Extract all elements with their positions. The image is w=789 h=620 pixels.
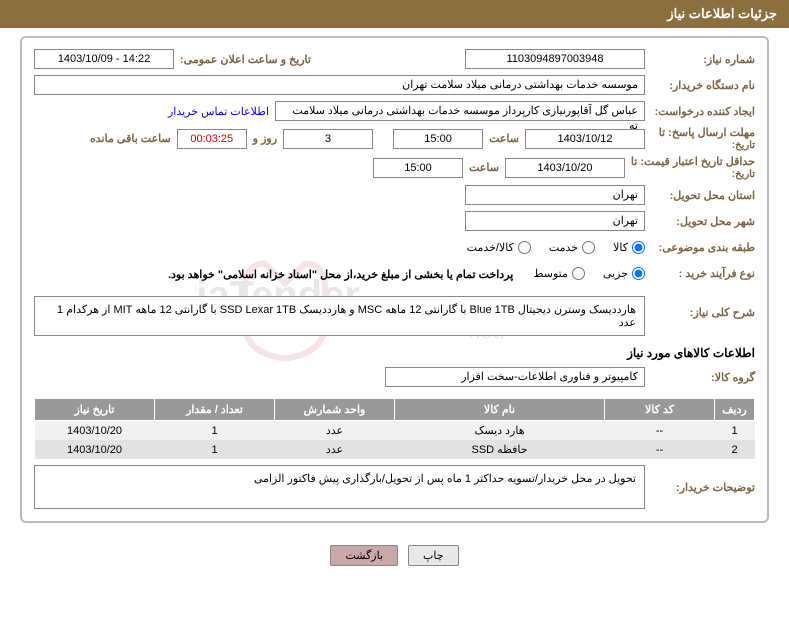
goods-section-title: اطلاعات کالاهای مورد نیاز <box>34 346 755 360</box>
col-qty: تعداد / مقدار <box>155 399 275 421</box>
price-validity-time: 15:00 <box>373 158 463 178</box>
announce-date-value: 14:22 - 1403/10/09 <box>34 49 174 69</box>
reply-days-remaining: 3 <box>283 129 373 149</box>
description-text: هارددیسک وسترن دیجیتال Blue 1TB با گاران… <box>34 296 645 336</box>
col-row: ردیف <box>715 399 755 421</box>
col-unit: واحد شمارش <box>275 399 395 421</box>
buyer-note-label: توضیحات خریدار: <box>645 465 755 509</box>
buyer-device-label: نام دستگاه خریدار: <box>645 79 755 92</box>
need-number-value: 1103094897003948 <box>465 49 645 69</box>
delivery-city-label: شهر محل تحویل: <box>645 215 755 228</box>
need-number-label: شماره نیاز: <box>645 53 755 66</box>
col-name: نام کالا <box>395 399 605 421</box>
buyer-device-value: موسسه خدمات بهداشتی درمانی میلاد سلامت ت… <box>34 75 645 95</box>
process-medium[interactable]: متوسط <box>533 267 585 280</box>
goods-group-label: گروه کالا: <box>645 371 755 384</box>
hours-remain-label: ساعت باقی مانده <box>84 132 177 145</box>
goods-group-value: کامپیوتر و فناوری اطلاعات-سخت افزار <box>385 367 645 387</box>
requester-label: ایجاد کننده درخواست: <box>645 105 755 118</box>
price-validity-label: حداقل تاریخ اعتبار قیمت: تا تاریخ: <box>625 155 755 180</box>
need-details-box: شماره نیاز: 1103094897003948 تاریخ و ساع… <box>20 36 769 523</box>
delivery-city-value: تهران <box>465 211 645 231</box>
page-header: جزئیات اطلاعات نیاز <box>0 0 789 28</box>
col-code: کد کالا <box>605 399 715 421</box>
price-validity-date: 1403/10/20 <box>505 158 625 178</box>
process-type-label: نوع فرآیند خرید : <box>645 267 755 280</box>
reply-time-label: ساعت <box>483 132 525 145</box>
delivery-province-label: استان محل تحویل: <box>645 189 755 202</box>
buyer-contact-link[interactable]: اطلاعات تماس خریدار <box>168 105 269 118</box>
goods-table: ردیف کد کالا نام کالا واحد شمارش تعداد /… <box>34 398 755 459</box>
reply-deadline-date: 1403/10/12 <box>525 129 645 149</box>
buyer-note-text: تحویل در محل خریدار/تسویه حداکثر 1 ماه پ… <box>34 465 645 509</box>
reply-countdown: 00:03:25 <box>177 129 247 149</box>
description-label: شرح کلی نیاز: <box>645 296 755 319</box>
col-date: تاریخ نیاز <box>35 399 155 421</box>
price-time-label: ساعت <box>463 161 505 174</box>
reply-deadline-label: مهلت ارسال پاسخ: تا تاریخ: <box>645 126 755 151</box>
reply-deadline-time: 15:00 <box>393 129 483 149</box>
table-row: 1 -- هارد دیسک عدد 1 1403/10/20 <box>35 421 755 441</box>
delivery-province-value: تهران <box>465 185 645 205</box>
back-button[interactable]: بازگشت <box>330 545 398 566</box>
payment-note: پرداخت تمام یا بخشی از مبلغ خرید،از محل … <box>168 266 513 281</box>
classification-goods[interactable]: کالا <box>613 241 645 254</box>
table-row: 2 -- حافظه SSD عدد 1 1403/10/20 <box>35 440 755 459</box>
classification-both[interactable]: کالا/خدمت <box>467 241 531 254</box>
process-minor[interactable]: جزیی <box>603 267 645 280</box>
days-and-label: روز و <box>247 132 283 145</box>
requester-value: عباس گل آقاپورنیازی کارپرداز موسسه خدمات… <box>275 101 645 121</box>
page-title: جزئیات اطلاعات نیاز <box>667 6 777 21</box>
print-button[interactable]: چاپ <box>408 545 459 566</box>
classification-label: طبقه بندی موضوعی: <box>645 241 755 254</box>
classification-service[interactable]: خدمت <box>549 241 595 254</box>
announce-date-label: تاریخ و ساعت اعلان عمومی: <box>174 53 317 66</box>
